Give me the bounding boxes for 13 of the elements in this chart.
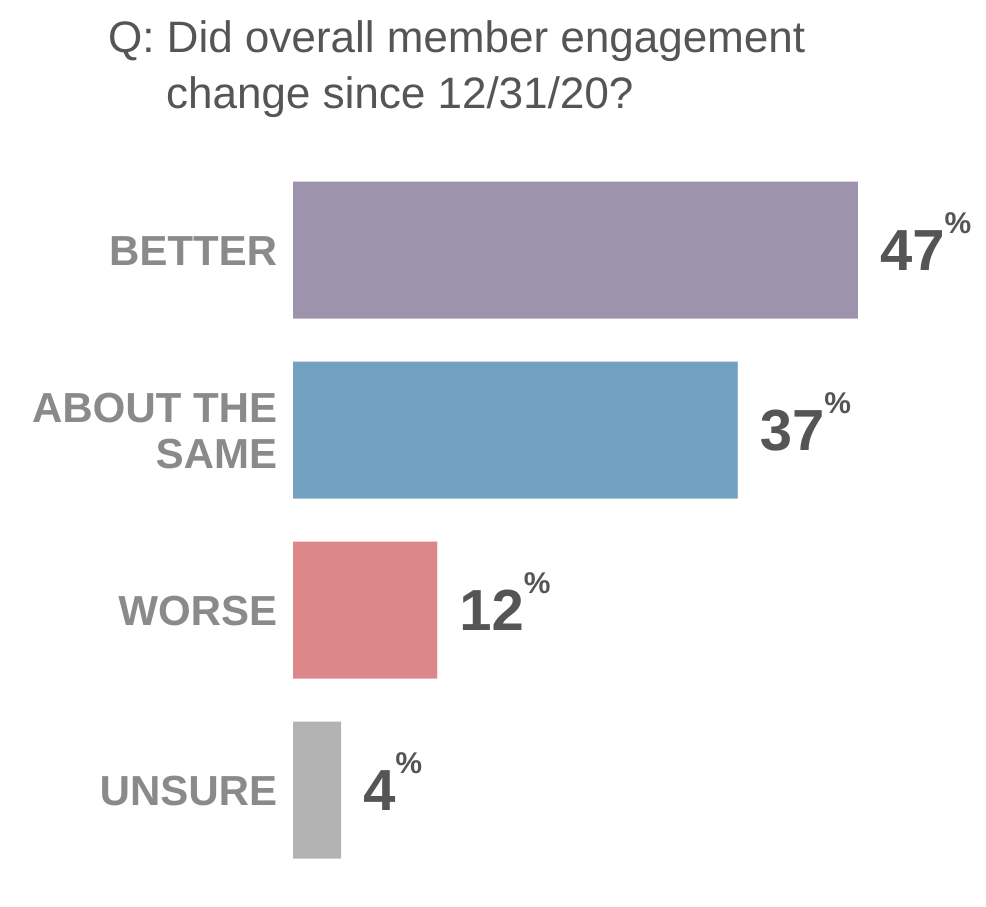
bar [293, 722, 342, 859]
bar [293, 182, 858, 319]
data-label: 47$^{%}$ [880, 206, 972, 283]
y-tick-label: ABOUT THE SAME [32, 384, 277, 476]
y-tick-label: WORSE [118, 586, 277, 634]
data-label: 4$^{%}$ [363, 746, 422, 823]
data-label: 12$^{%}$ [459, 566, 550, 643]
bar [293, 542, 438, 679]
chart-title: Q: Did overall member engagement change since 12/31/20? [107, 12, 806, 120]
y-tick-label: UNSURE [100, 766, 277, 814]
bar [293, 362, 738, 499]
y-tick-label: BETTER [109, 226, 277, 274]
data-label: 37$^{%}$ [760, 386, 851, 463]
